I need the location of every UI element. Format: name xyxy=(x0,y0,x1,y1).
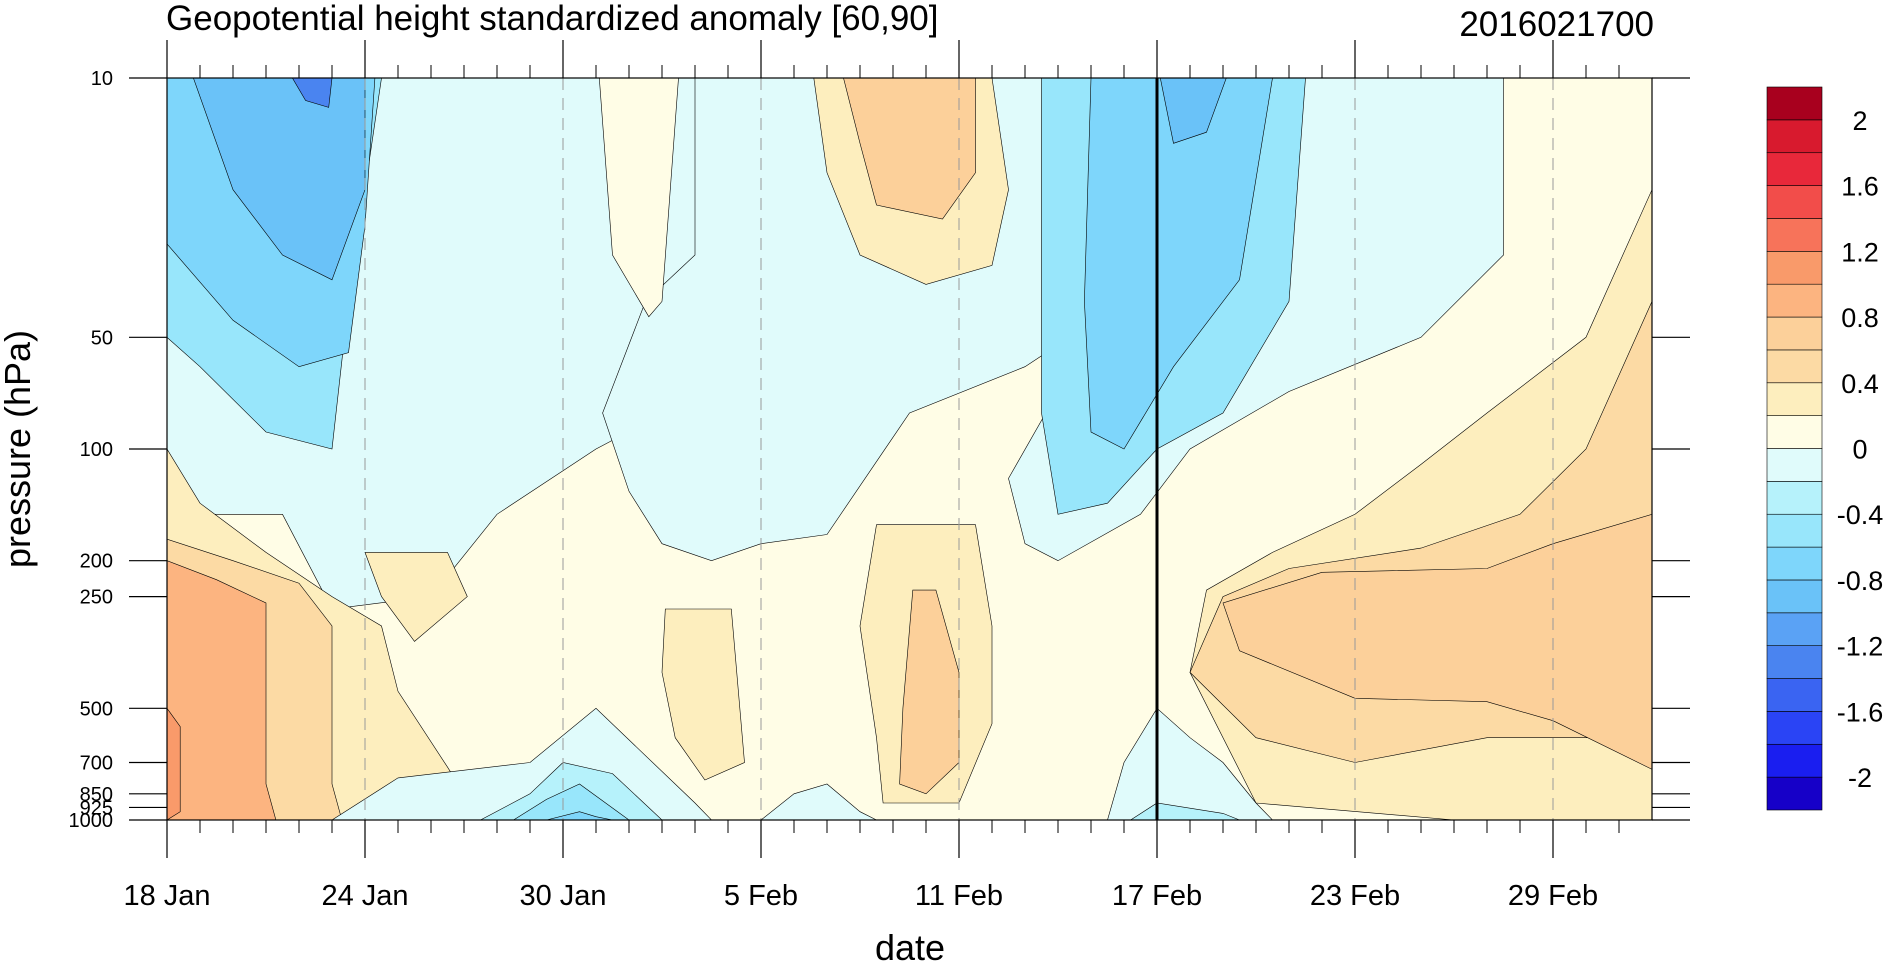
colorbar-swatch xyxy=(1766,711,1823,745)
fill-end-jan-neg4 xyxy=(546,811,613,820)
fill-late-feb-pos3 xyxy=(1222,513,1652,770)
fill-feb-upper-core xyxy=(1159,78,1227,144)
x-tick-label: 23 Feb xyxy=(1310,880,1400,912)
x-tick-label: 30 Jan xyxy=(519,880,606,912)
x-axis: 18 Jan 24 Jan 30 Jan 5 Feb 11 Feb 17 Feb 23 Fe… xyxy=(123,40,1620,912)
contour-fills xyxy=(167,78,1652,820)
y-tick-label: 925 xyxy=(80,797,113,819)
fill-upper-pos-a xyxy=(598,78,679,318)
y-axis-label: pressure (hPa) xyxy=(0,330,38,568)
vertical-gridlines xyxy=(166,78,1554,820)
colorbar-swatch xyxy=(1766,218,1823,252)
colorbar-swatch xyxy=(1766,743,1823,778)
fill-lower-left-pos4 xyxy=(167,707,181,820)
colorbar-label: 0.4 xyxy=(1841,369,1879,399)
y-tick-label: 500 xyxy=(80,698,113,720)
colorbar-swatch xyxy=(1766,316,1823,351)
colorbar-swatch xyxy=(1766,645,1823,679)
y-tick-label: 850 xyxy=(80,784,113,806)
y-tick-label: 200 xyxy=(80,551,113,573)
fill-upper-left-core xyxy=(292,78,333,108)
colorbar-label: 0.8 xyxy=(1841,303,1879,333)
colorbar-label: 1.2 xyxy=(1841,237,1879,267)
colorbar-swatch xyxy=(1766,415,1823,449)
colorbar-swatch xyxy=(1766,776,1823,811)
colorbar-swatch xyxy=(1766,678,1823,712)
colorbar-swatch xyxy=(1766,119,1823,154)
x-tick-label: 29 Feb xyxy=(1508,880,1598,912)
fill-early-feb-pos xyxy=(661,608,745,781)
colorbar-swatch xyxy=(1766,251,1823,285)
y-tick-label: 50 xyxy=(91,327,113,349)
x-tick-label: 11 Feb xyxy=(915,880,1003,912)
colorbar-label: -2 xyxy=(1848,763,1872,793)
x-tick-label: 18 Jan xyxy=(123,880,210,912)
x-tick-label: 5 Feb xyxy=(724,880,798,912)
y-tick-label: 700 xyxy=(80,753,113,775)
x-tick-label: 24 Jan xyxy=(321,880,408,912)
colorbar-label: 0 xyxy=(1852,435,1867,465)
colorbar-label: -1.2 xyxy=(1837,632,1884,662)
colorbar-swatch xyxy=(1766,185,1823,219)
y-tick-label: 100 xyxy=(80,439,113,461)
fill-upper-left-neg3 xyxy=(193,78,366,281)
x-tick-label: 17 Feb xyxy=(1112,880,1202,912)
colorbar-swatch xyxy=(1766,283,1823,318)
fill-lower-left-pos3 xyxy=(167,560,277,820)
colorbar-swatch xyxy=(1766,546,1823,581)
colorbar-swatch xyxy=(1766,579,1823,614)
fill-end-jan-neg3 xyxy=(512,783,630,820)
fill-early-feb-lower-neg xyxy=(760,783,877,820)
colorbar-swatch xyxy=(1766,86,1823,121)
colorbar-swatch xyxy=(1766,481,1823,515)
colorbar-swatch xyxy=(1766,152,1823,186)
colorbar-label: -0.8 xyxy=(1837,566,1884,596)
fill-feb-upper-neg2 xyxy=(1084,78,1273,450)
colorbar-swatch xyxy=(1766,349,1823,384)
fill-upper-pos-c xyxy=(843,78,976,220)
fill-mid-feb-pos2 xyxy=(899,589,960,795)
colorbar-label: -0.4 xyxy=(1837,500,1884,530)
fill-late-jan-pos xyxy=(364,552,468,642)
fill-feb-lower-neg xyxy=(1107,707,1273,820)
colorbar: 2 1.6 1.2 0.8 0.4 0 -0.4 -0.8 -1.2 -1.6 -2 xyxy=(1766,86,1884,811)
colorbar-swatch xyxy=(1766,382,1823,416)
colorbar-label: 2 xyxy=(1852,106,1867,136)
colorbar-label: 1.6 xyxy=(1841,172,1879,202)
y-tick-label: 250 xyxy=(80,587,113,609)
x-axis-label: date xyxy=(875,927,945,963)
y-tick-label: 10 xyxy=(91,68,113,90)
chart-date-label: 2016021700 xyxy=(1459,5,1654,44)
colorbar-swatch xyxy=(1766,448,1823,482)
colorbar-swatch xyxy=(1766,513,1823,548)
chart-title: Geopotential height standardized anomaly… xyxy=(166,0,938,38)
y-tick-label: 1000 xyxy=(69,810,114,832)
colorbar-label: -1.6 xyxy=(1837,697,1884,727)
colorbar-swatch xyxy=(1766,612,1823,646)
